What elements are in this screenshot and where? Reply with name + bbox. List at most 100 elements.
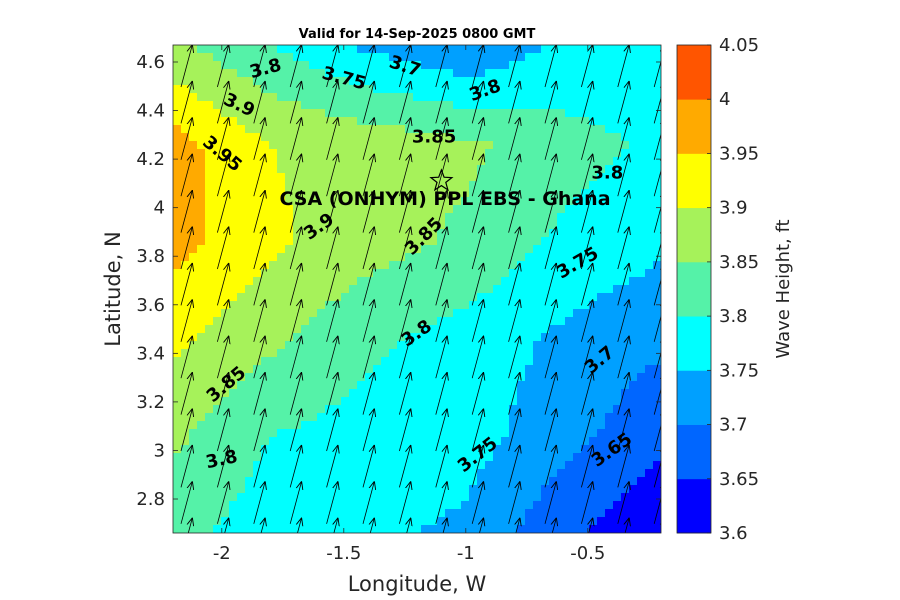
field-cell	[365, 509, 374, 518]
field-cell	[557, 269, 566, 278]
field-cell	[605, 93, 614, 102]
field-cell	[205, 445, 214, 454]
field-cell	[525, 293, 534, 302]
field-cell	[309, 253, 318, 262]
field-cell	[245, 525, 254, 533]
field-cell	[237, 213, 246, 222]
field-cell	[381, 189, 390, 198]
field-cell	[405, 421, 414, 430]
field-cell	[373, 333, 382, 342]
field-cell	[325, 445, 334, 454]
field-cell	[277, 157, 286, 166]
wind-arrow	[326, 154, 338, 197]
field-cell	[261, 125, 270, 134]
field-cell	[397, 133, 406, 142]
field-cell	[605, 141, 614, 150]
field-cell	[253, 221, 262, 230]
field-cell	[397, 117, 406, 126]
field-cell	[309, 333, 318, 342]
field-cell	[573, 213, 582, 222]
field-cell	[517, 205, 526, 214]
field-cell	[589, 525, 598, 533]
field-cell	[565, 325, 574, 334]
field-cell	[245, 381, 254, 390]
wind-arrow	[471, 190, 483, 233]
field-cell	[277, 333, 286, 342]
field-cell	[325, 245, 334, 254]
field-cell	[213, 181, 222, 190]
field-cell	[181, 181, 190, 190]
field-cell	[173, 485, 182, 494]
field-cell	[349, 357, 358, 366]
field-cell	[645, 469, 654, 478]
field-cell	[221, 221, 230, 230]
field-cell	[509, 69, 518, 78]
wind-arrow	[509, 518, 520, 533]
field-cell	[245, 469, 254, 478]
field-cell	[437, 373, 446, 382]
field-cell	[341, 53, 350, 62]
field-cell	[613, 509, 622, 518]
field-cell	[549, 437, 558, 446]
field-cell	[325, 341, 334, 350]
field-cell	[573, 181, 582, 190]
field-cell	[181, 501, 190, 510]
field-cell	[509, 293, 518, 302]
field-cell	[301, 253, 310, 262]
field-cell	[357, 341, 366, 350]
field-cell	[509, 181, 518, 190]
field-cell	[389, 461, 398, 470]
field-cell	[245, 365, 254, 374]
field-cell	[181, 101, 190, 110]
field-cell	[453, 349, 462, 358]
field-cell	[493, 85, 502, 94]
field-cell	[285, 373, 294, 382]
wind-arrow	[581, 227, 592, 270]
field-cell	[445, 61, 454, 70]
field-cell	[533, 237, 542, 246]
field-cell	[501, 413, 510, 422]
field-cell	[629, 405, 638, 414]
field-cell	[389, 365, 398, 374]
wind-arrow	[217, 336, 228, 379]
field-cell	[277, 205, 286, 214]
field-cell	[629, 285, 638, 294]
field-cell	[245, 109, 254, 118]
field-cell	[453, 421, 462, 430]
field-cell	[389, 245, 398, 254]
field-cell	[565, 453, 574, 462]
field-cell	[565, 525, 574, 533]
field-cell	[549, 349, 558, 358]
field-cell	[341, 501, 350, 510]
field-cell	[221, 93, 230, 102]
wind-arrow	[581, 81, 592, 124]
field-cell	[349, 365, 358, 374]
field-cell	[301, 501, 310, 510]
field-cell	[557, 429, 566, 438]
field-cell	[389, 93, 398, 102]
field-cell	[237, 509, 246, 518]
field-cell	[285, 189, 294, 198]
field-cell	[477, 125, 486, 134]
field-cell	[221, 69, 230, 78]
field-cell	[413, 293, 422, 302]
field-cell	[373, 381, 382, 390]
field-cell	[269, 125, 278, 134]
field-cell	[533, 485, 542, 494]
field-cell	[253, 261, 262, 270]
field-cell	[549, 381, 558, 390]
field-cell	[453, 269, 462, 278]
field-cell	[581, 493, 590, 502]
field-cell	[285, 421, 294, 430]
field-cell	[477, 525, 486, 533]
field-cell	[405, 341, 414, 350]
field-cell	[237, 125, 246, 134]
field-cell	[517, 141, 526, 150]
field-cell	[621, 109, 630, 118]
field-cell	[381, 205, 390, 214]
field-cell	[637, 149, 646, 158]
field-cell	[565, 53, 574, 62]
field-cell	[341, 205, 350, 214]
field-cell	[589, 501, 598, 510]
field-cell	[413, 77, 422, 86]
